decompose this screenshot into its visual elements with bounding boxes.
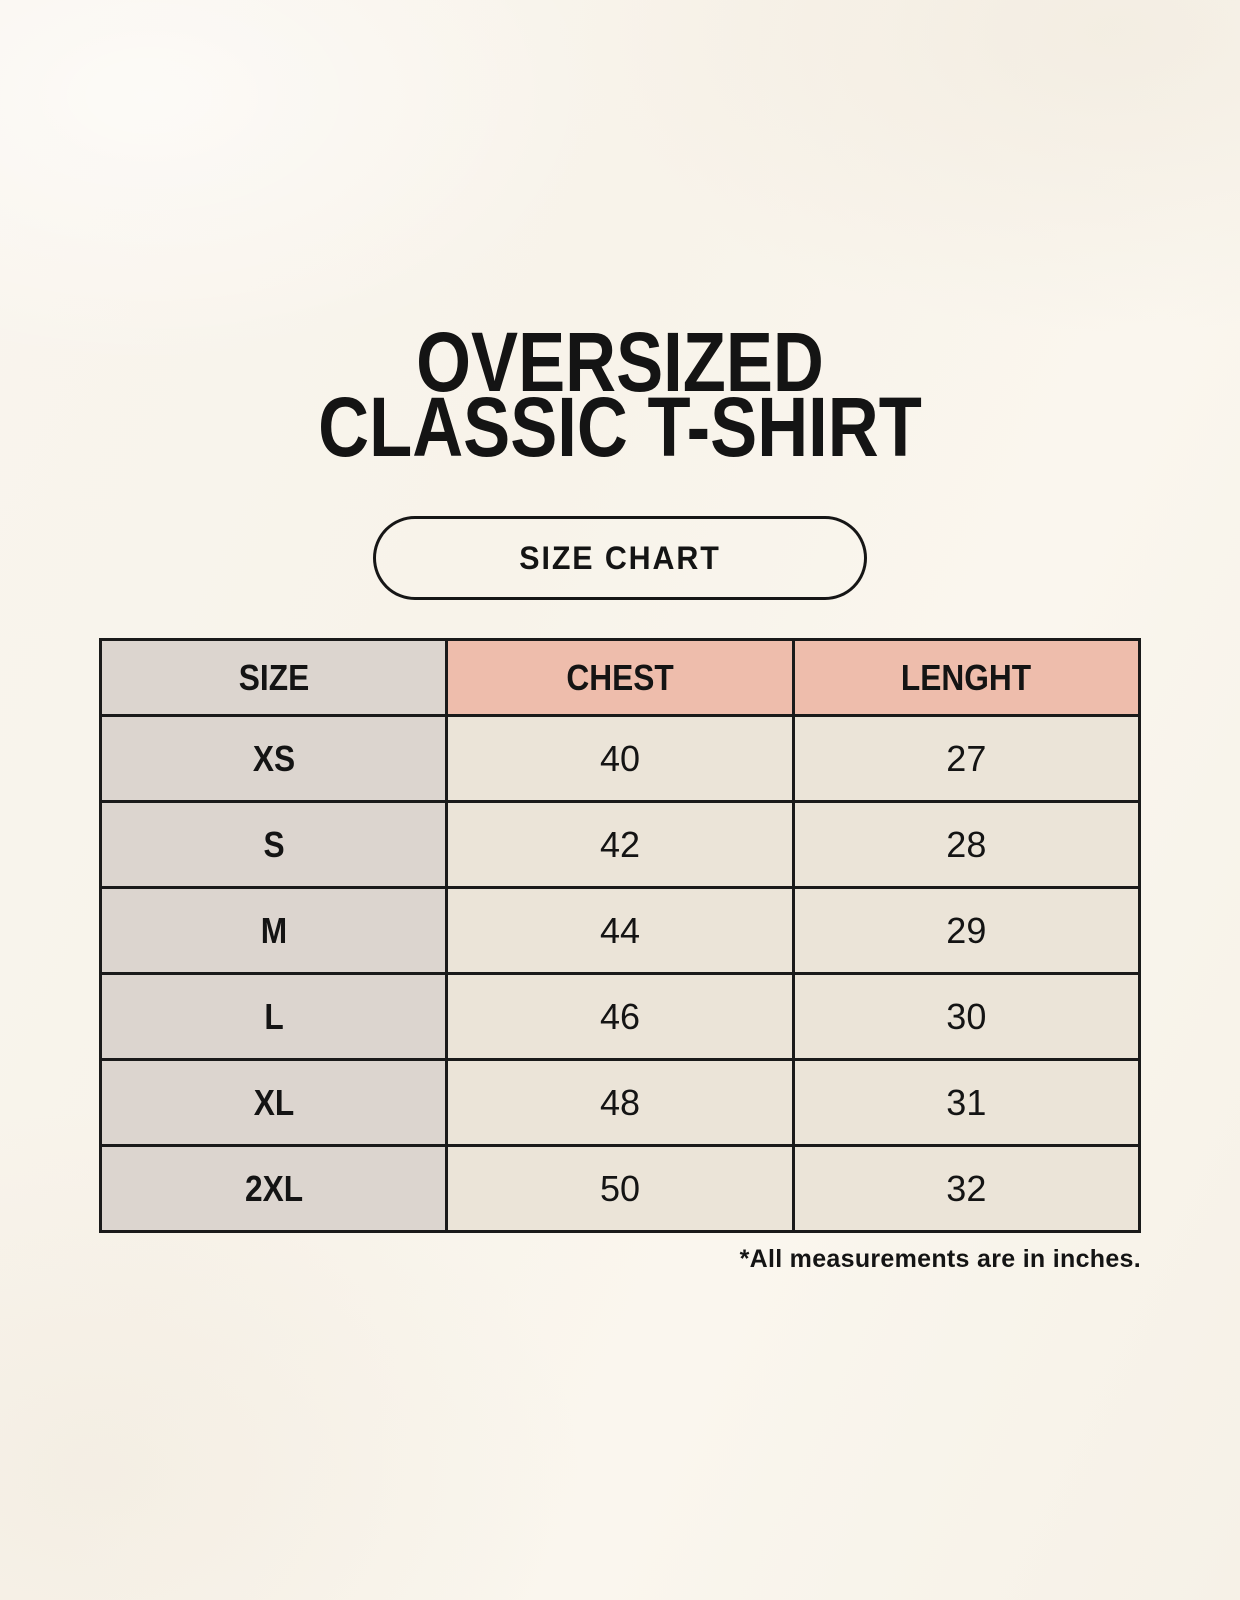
column-header-size-label: SIZE	[238, 656, 309, 698]
size-label: 2XL	[244, 1167, 303, 1209]
table-row-xl: XL 48 31	[98, 1058, 1142, 1148]
length-cell: 31	[791, 1058, 1142, 1148]
chest-cell: 48	[445, 1058, 795, 1148]
length-cell: 29	[791, 886, 1142, 976]
column-header-length: LENGHT	[791, 638, 1142, 718]
size-cell: S	[98, 800, 449, 890]
chest-cell: 46	[445, 972, 795, 1062]
chest-cell: 42	[445, 800, 795, 890]
size-cell: 2XL	[98, 1144, 449, 1234]
size-label: XS	[252, 737, 295, 779]
column-header-size: SIZE	[98, 638, 449, 718]
title-line-2: CLASSIC T-SHIRT	[318, 379, 922, 474]
size-cell: M	[98, 886, 449, 976]
size-label: XL	[253, 1081, 294, 1123]
length-cell: 32	[791, 1144, 1142, 1234]
column-header-chest: CHEST	[445, 638, 795, 718]
chest-cell: 50	[445, 1144, 795, 1234]
table-row-m: M 44 29	[98, 886, 1142, 976]
table-row-s: S 42 28	[98, 800, 1142, 890]
size-label: M	[260, 909, 287, 951]
measurements-footnote: *All measurements are in inches.	[739, 1245, 1141, 1274]
table-header-row: SIZE CHEST LENGHT	[98, 638, 1142, 718]
chest-cell: 40	[445, 714, 795, 804]
table-row-xs: XS 40 27	[98, 714, 1142, 804]
length-cell: 30	[791, 972, 1142, 1062]
column-header-chest-label: CHEST	[566, 656, 674, 698]
size-cell: XL	[98, 1058, 449, 1148]
chest-cell: 44	[445, 886, 795, 976]
size-label: L	[263, 995, 284, 1037]
size-chart-button-label: SIZE CHART	[519, 539, 721, 576]
length-cell: 28	[791, 800, 1142, 890]
size-chart-button[interactable]: SIZE CHART	[373, 516, 867, 601]
title-line-1: OVERSIZED	[416, 315, 824, 409]
page-title: OVERSIZED CLASSIC T-SHIRT	[0, 315, 1240, 474]
table-row-l: L 46 30	[98, 972, 1142, 1062]
column-header-length-label: LENGHT	[901, 656, 1032, 698]
size-cell: L	[98, 972, 449, 1062]
size-cell: XS	[98, 714, 449, 804]
size-label: S	[263, 823, 285, 865]
length-cell: 27	[791, 714, 1142, 804]
size-table: SIZE CHEST LENGHT XS 40 27 S 42 28 M 44 …	[98, 638, 1142, 1234]
table-row-2xl: 2XL 50 32	[98, 1144, 1142, 1234]
